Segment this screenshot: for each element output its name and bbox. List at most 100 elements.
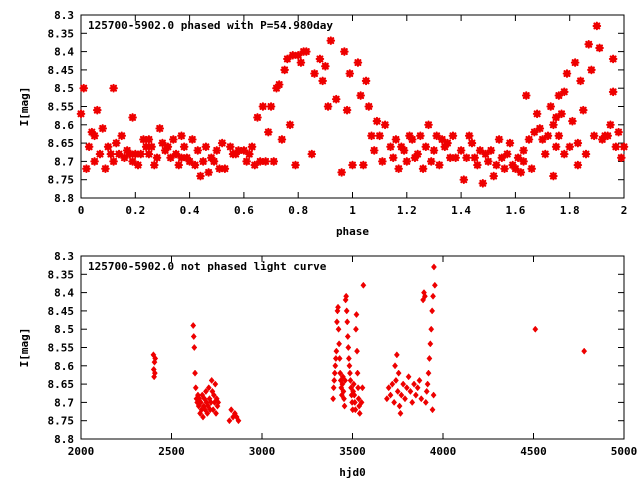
data-point (416, 376, 423, 384)
y-tick-label: 8.65 (48, 378, 75, 391)
data-point (524, 135, 534, 144)
data-point (405, 131, 414, 141)
data-point (182, 153, 192, 163)
data-point (554, 91, 564, 100)
data-point (565, 142, 574, 152)
data-point (385, 384, 392, 392)
y-tick-label: 8.7 (54, 155, 74, 168)
x-tick-label: 3500 (339, 445, 366, 458)
data-point (326, 36, 336, 45)
data-point (521, 91, 531, 100)
data-point (296, 58, 306, 67)
data-point (508, 160, 517, 170)
x-tick-label: 0 (78, 204, 85, 217)
data-point (266, 102, 276, 111)
data-point (331, 376, 338, 384)
data-point (354, 369, 361, 377)
data-point (399, 146, 409, 155)
x-tick-label: 0.8 (288, 204, 308, 217)
x-tick-label: 0.2 (125, 204, 145, 217)
data-point (519, 146, 528, 155)
data-point (166, 153, 175, 163)
data-point (128, 113, 137, 122)
data-point (422, 398, 429, 406)
data-point (120, 153, 129, 163)
data-point (353, 58, 363, 67)
data-point (355, 384, 362, 392)
data-point (353, 325, 359, 333)
data-point (576, 76, 585, 86)
data-point (150, 160, 159, 170)
data-point (597, 135, 607, 144)
data-point (393, 351, 400, 359)
data-point (95, 149, 105, 159)
data-point (79, 83, 89, 93)
data-point (559, 149, 569, 159)
data-point (114, 149, 124, 159)
y-axis-label: I[mag] (18, 328, 31, 368)
data-point (359, 160, 368, 170)
data-point (425, 369, 432, 377)
data-point (351, 391, 358, 399)
data-point (423, 387, 430, 395)
data-point (418, 395, 425, 403)
data-point (210, 391, 217, 399)
data-point (293, 50, 303, 60)
data-point (274, 80, 284, 89)
x-tick-label: 3000 (249, 445, 276, 458)
data-point (397, 142, 406, 152)
data-point (226, 142, 235, 152)
x-tick-label: 1.2 (397, 204, 417, 217)
data-point (445, 153, 455, 163)
y-tick-label: 8.65 (48, 137, 75, 150)
data-point (234, 146, 243, 155)
data-point (396, 402, 403, 410)
data-point (191, 343, 198, 352)
data-point (489, 171, 498, 181)
data-point (204, 168, 213, 177)
data-point (430, 292, 436, 300)
data-point (527, 164, 536, 174)
data-point (549, 120, 558, 130)
data-point (192, 384, 199, 392)
y-tick-label: 8.7 (54, 396, 74, 409)
data-point (426, 354, 433, 362)
data-point (431, 281, 438, 289)
data-point (400, 380, 407, 388)
data-point (429, 146, 439, 155)
data-point (435, 160, 444, 170)
y-tick-label: 8.4 (54, 46, 74, 59)
data-point (228, 406, 235, 414)
y-tick-label: 8.4 (54, 287, 74, 300)
data-point (473, 160, 482, 170)
data-points (76, 21, 629, 188)
data-point (341, 395, 347, 403)
data-point (196, 171, 205, 181)
data-point (407, 135, 417, 144)
data-point (456, 146, 466, 155)
x-tick-label: 1.8 (560, 204, 580, 217)
data-point (155, 124, 165, 133)
data-point (111, 138, 121, 148)
data-point (90, 131, 99, 141)
data-point (595, 43, 604, 53)
data-point (330, 395, 337, 403)
y-tick-label: 8.3 (54, 9, 74, 22)
data-point (136, 149, 146, 159)
data-point (202, 387, 209, 395)
y-tick-label: 8.6 (54, 119, 74, 132)
data-point (212, 380, 219, 388)
data-point (570, 58, 580, 67)
data-point (87, 127, 97, 137)
data-point (103, 142, 113, 152)
data-point (616, 153, 626, 163)
data-point (82, 164, 91, 174)
data-point (345, 69, 355, 78)
data-point (608, 54, 618, 64)
data-point (171, 149, 181, 159)
data-point (516, 168, 526, 177)
data-point (383, 395, 390, 403)
data-point (337, 168, 346, 177)
data-point (359, 384, 366, 392)
